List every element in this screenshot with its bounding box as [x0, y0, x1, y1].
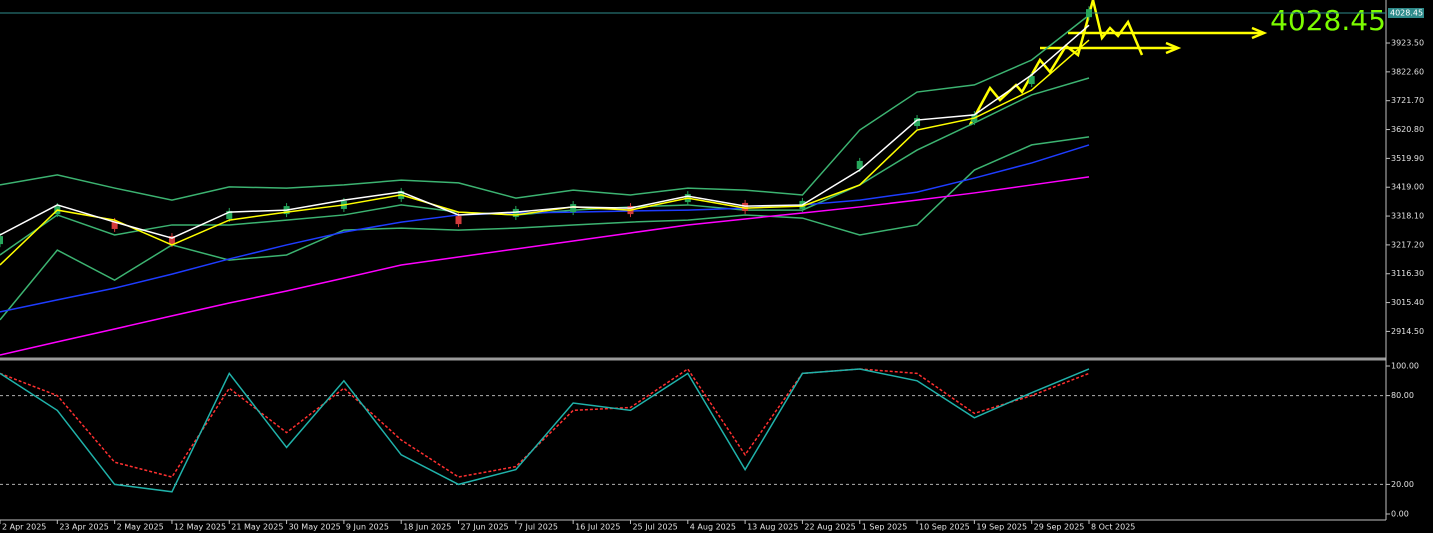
candle: [570, 204, 577, 213]
osc-tick-label: 80.00: [1391, 391, 1414, 400]
x-tick-label: 22 Aug 2025: [804, 523, 855, 532]
candle: [168, 236, 175, 245]
x-tick-label: 25 Jul 2025: [632, 523, 677, 532]
candle: [856, 160, 863, 169]
candle: [455, 216, 462, 225]
series-line: [0, 368, 1090, 493]
series-line: [0, 367, 1090, 478]
candle: [0, 236, 3, 245]
x-tick-label: 27 Jun 2025: [461, 523, 509, 532]
candle: [1028, 76, 1035, 85]
series-line: [0, 77, 1090, 256]
x-tick-label: 13 Aug 2025: [747, 523, 798, 532]
candle: [914, 118, 921, 127]
x-tick-label: 8 Oct 2025: [1091, 523, 1135, 532]
arrow-head: [1251, 26, 1268, 40]
series-line: [0, 39, 1090, 266]
candle: [111, 220, 118, 229]
x-tick-label: 30 May 2025: [289, 523, 341, 532]
x-tick-label: 21 May 2025: [231, 523, 283, 532]
x-tick-label: 10 Sep 2025: [919, 523, 970, 532]
osc-tick-label: 100.00: [1391, 362, 1419, 371]
series-line: [0, 14, 1090, 201]
price-annotation: 4028.45: [1270, 4, 1386, 37]
series-line: [0, 24, 1090, 239]
x-tick-label: 1 Sep 2025: [862, 523, 908, 532]
x-tick-label: 19 Sep 2025: [976, 523, 1027, 532]
series-line: [0, 136, 1090, 321]
candle: [1086, 9, 1092, 18]
y-tick-label: 3822.60: [1391, 67, 1424, 76]
arrow-head: [1165, 41, 1182, 55]
y-tick-label: 3217.20: [1391, 240, 1424, 249]
arrow-path: [968, 0, 1095, 126]
series-line: [0, 176, 1090, 356]
x-tick-label: 12 May 2025: [174, 523, 226, 532]
y-tick-label: 3620.80: [1391, 125, 1424, 134]
drawn-arrows: [968, 0, 1268, 126]
x-tick-label: 29 Sep 2025: [1034, 523, 1085, 532]
series-line: [0, 144, 1090, 313]
last-price-box: [1388, 8, 1424, 19]
y-tick-label: 3419.00: [1391, 183, 1424, 192]
osc-tick-label: 0.00: [1391, 510, 1409, 519]
x-tick-label: 18 Jun 2025: [403, 523, 451, 532]
candle: [742, 202, 749, 211]
y-tick-label: 3015.40: [1391, 298, 1424, 307]
y-tick-label: 2914.50: [1391, 327, 1424, 336]
candle: [512, 208, 519, 217]
candle: [226, 210, 233, 219]
x-tick-label: 4 Aug 2025: [690, 523, 736, 532]
y-tick-label: 3116.30: [1391, 269, 1424, 278]
x-tick-label: 16 Jul 2025: [575, 523, 620, 532]
x-tick-label: 2 May 2025: [117, 523, 164, 532]
y-tick-label: 3318.10: [1391, 212, 1424, 221]
x-tick-label: 23 Apr 2025: [59, 523, 108, 532]
osc-tick-label: 20.00: [1391, 480, 1414, 489]
x-tick-label: 9 Jun 2025: [346, 523, 389, 532]
y-tick-label: 3519.90: [1391, 154, 1424, 163]
y-tick-label: 3721.70: [1391, 96, 1424, 105]
last-price-label: 4028.45: [1390, 9, 1423, 18]
y-tick-label: 3923.50: [1391, 39, 1424, 48]
x-tick-label: 2 Apr 2025: [2, 523, 46, 532]
x-tick-label: 7 Jul 2025: [518, 523, 558, 532]
